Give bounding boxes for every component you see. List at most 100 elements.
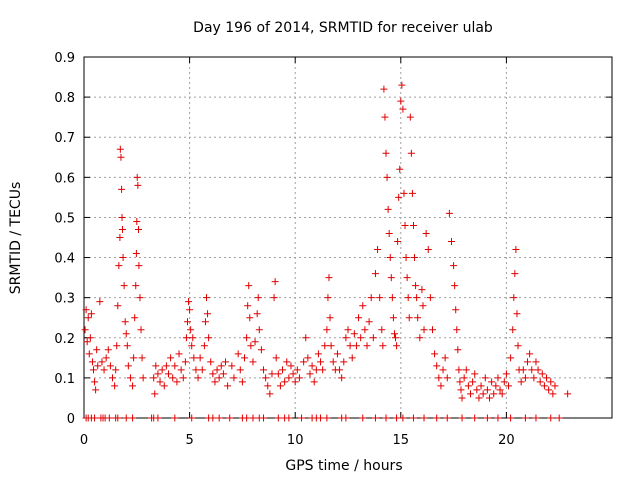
data-point [139, 374, 147, 382]
data-point [512, 246, 520, 254]
data-point [411, 254, 419, 262]
data-point [281, 378, 289, 386]
data-point [382, 149, 390, 157]
data-point [365, 318, 373, 326]
zero-data-point [507, 414, 515, 422]
data-point [505, 382, 513, 390]
data-point [164, 370, 172, 378]
data-point [390, 330, 398, 338]
data-point [524, 358, 532, 366]
data-point [388, 294, 396, 302]
data-point [464, 382, 472, 390]
data-point [133, 217, 141, 225]
data-point [396, 165, 404, 173]
zero-data-point [420, 414, 428, 422]
data-point [471, 370, 479, 378]
data-point [401, 221, 409, 229]
data-point [407, 149, 415, 157]
data-point [134, 181, 142, 189]
data-point [510, 294, 518, 302]
zero-data-point [114, 414, 122, 422]
data-point [215, 374, 223, 382]
data-point [283, 358, 291, 366]
data-point [183, 318, 191, 326]
data-point [451, 282, 459, 290]
data-point [86, 334, 94, 342]
data-point [118, 185, 126, 193]
data-point [295, 374, 303, 382]
data-point [455, 366, 463, 374]
data-point [538, 370, 546, 378]
data-point [293, 366, 301, 374]
data-point [452, 306, 460, 314]
data-point [96, 298, 104, 306]
data-point [385, 229, 393, 237]
zero-data-point [188, 414, 196, 422]
data-point [173, 378, 181, 386]
data-point [424, 246, 432, 254]
y-tick-label: 0.8 [54, 91, 75, 106]
data-point [308, 362, 316, 370]
data-point [253, 310, 261, 318]
data-point [209, 370, 217, 378]
data-point [133, 173, 141, 181]
data-point [300, 358, 308, 366]
zero-data-point [249, 414, 257, 422]
data-point [270, 294, 278, 302]
zero-data-point [471, 414, 479, 422]
data-point [115, 262, 123, 270]
data-point [475, 394, 483, 402]
data-point [213, 366, 221, 374]
data-point [398, 81, 406, 89]
data-point [196, 354, 204, 362]
data-point [477, 382, 485, 390]
zero-data-point [555, 414, 563, 422]
data-point [526, 350, 534, 358]
data-point [551, 382, 559, 390]
data-point [151, 390, 159, 398]
data-point [379, 342, 387, 350]
data-point [85, 350, 93, 358]
data-point [287, 362, 295, 370]
data-point [389, 314, 397, 322]
data-point [118, 225, 126, 233]
data-point [116, 145, 124, 153]
data-point [381, 113, 389, 121]
zero-data-point [521, 414, 529, 422]
data-point [257, 346, 265, 354]
data-point [272, 354, 280, 362]
data-point [399, 105, 407, 113]
data-point [314, 350, 322, 358]
data-point [264, 382, 272, 390]
zero-data-point [342, 414, 350, 422]
data-point [394, 238, 402, 246]
data-point [403, 274, 411, 282]
data-point [326, 314, 334, 322]
data-point [514, 342, 522, 350]
zero-data-point [494, 414, 502, 422]
x-tick-label: 10 [287, 433, 304, 448]
data-point [433, 362, 441, 370]
data-point [352, 342, 360, 350]
data-point [81, 326, 89, 334]
data-point [134, 225, 142, 233]
data-point [469, 378, 477, 386]
data-point [500, 378, 508, 386]
data-point [545, 386, 553, 394]
data-point [132, 282, 140, 290]
data-point [502, 370, 510, 378]
zero-data-point [274, 414, 282, 422]
data-point [262, 374, 270, 382]
data-point [397, 97, 405, 105]
y-tick-label: 0.5 [54, 211, 75, 226]
data-point [304, 354, 312, 362]
data-point [460, 374, 468, 382]
data-point [466, 390, 474, 398]
grid [84, 57, 612, 418]
data-point [175, 350, 183, 358]
data-point [217, 362, 225, 370]
data-point [121, 318, 129, 326]
data-point [84, 314, 92, 322]
data-point [450, 262, 458, 270]
x-tick-label: 15 [393, 433, 410, 448]
